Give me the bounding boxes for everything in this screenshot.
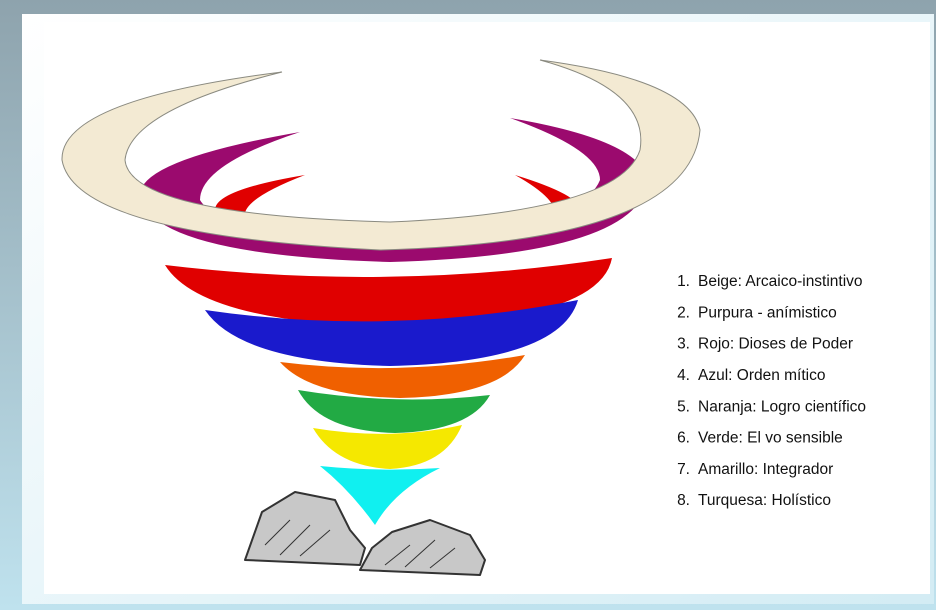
legend-label: Turquesa: Holístico (698, 492, 831, 509)
legend-number: 7. (677, 461, 690, 478)
legend-number: 1. (677, 273, 690, 290)
legend-label: Beige: Arcaico-instintivo (698, 273, 863, 290)
legend-number: 4. (677, 367, 690, 384)
legend-number: 2. (677, 304, 690, 321)
legend-label: Rojo: Dioses de Poder (698, 336, 853, 353)
legend-number: 6. (677, 430, 690, 447)
legend-number: 3. (677, 336, 690, 353)
legend-label: Amarillo: Integrador (698, 461, 833, 478)
legend-label: Naranja: Logro científico (698, 398, 866, 415)
legend-number: 8. (677, 492, 690, 509)
slide: 1. Beige: Arcaico-instintivo 2. Purpura - a… (0, 0, 936, 610)
legend-label: Azul: Orden mítico (698, 367, 826, 384)
legend-number: 5. (677, 398, 690, 415)
legend-label: Purpura - anímistico (698, 304, 837, 321)
legend-label: Verde: El vo sensible (698, 430, 843, 447)
